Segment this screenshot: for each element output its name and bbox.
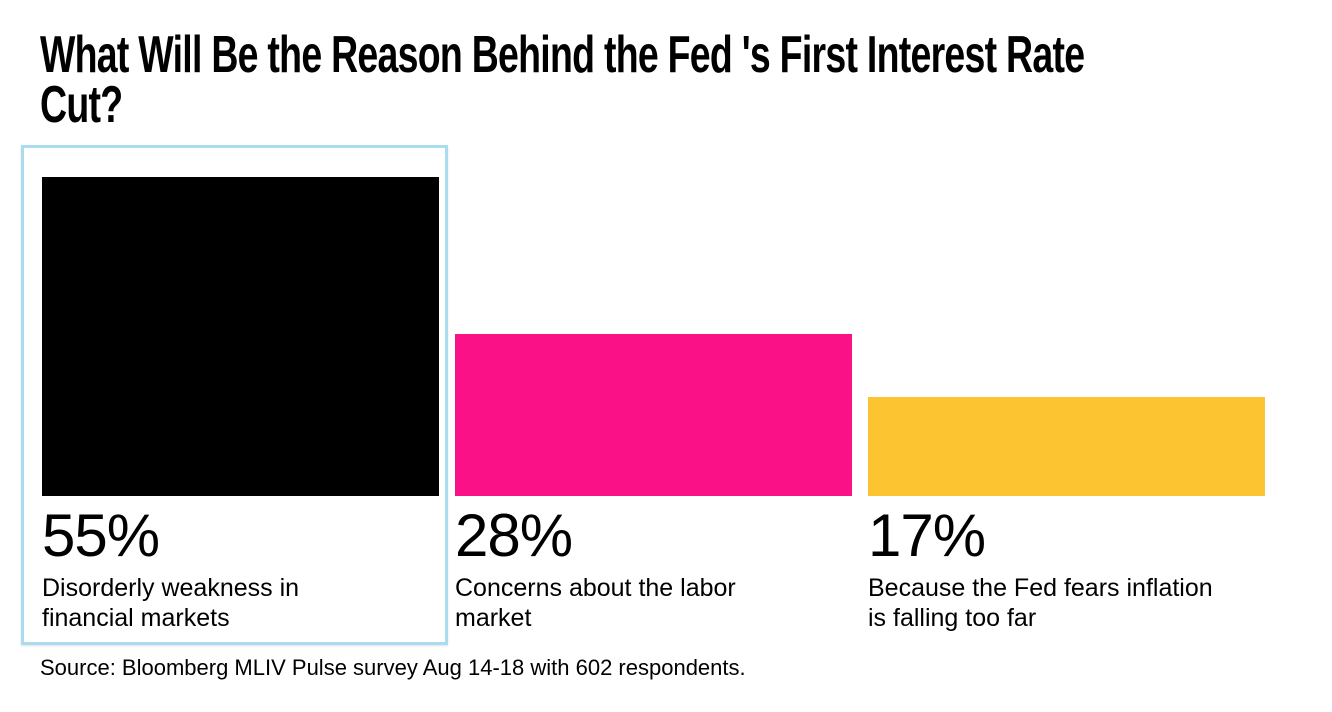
bar-group-inflation-falling: 17% Because the Fed fears inflation is f… bbox=[868, 177, 1265, 633]
category-label-line: financial markets bbox=[42, 604, 230, 632]
category-label-line: Because the Fed fears inflation bbox=[868, 574, 1213, 602]
category-label-line: is falling too far bbox=[868, 604, 1037, 632]
bar-disorderly-weakness bbox=[42, 177, 439, 496]
category-label-disorderly-weakness: Disorderly weakness in financial markets bbox=[42, 573, 439, 633]
chart-title-line-1: What Will Be the Reason Behind the Fed '… bbox=[40, 26, 1085, 84]
bar-area bbox=[455, 177, 852, 496]
value-label-disorderly-weakness: 55% bbox=[42, 502, 160, 569]
category-label-line: Concerns about the labor bbox=[455, 574, 736, 602]
bar-inflation-falling bbox=[868, 397, 1265, 496]
category-label-line: market bbox=[455, 604, 532, 632]
value-label-labor-market: 28% bbox=[455, 502, 573, 569]
bar-group-disorderly-weakness: 55% Disorderly weakness in financial mar… bbox=[42, 177, 439, 633]
chart-title-line-2: Cut? bbox=[40, 76, 123, 134]
chart-title: What Will Be the Reason Behind the Fed '… bbox=[40, 26, 1085, 134]
value-label-inflation-falling: 17% bbox=[868, 502, 986, 569]
category-label-labor-market: Concerns about the labor market bbox=[455, 573, 852, 633]
category-label-line: Disorderly weakness in bbox=[42, 574, 300, 602]
source-note: Source: Bloomberg MLIV Pulse survey Aug … bbox=[40, 655, 746, 680]
bar-area bbox=[868, 177, 1265, 496]
category-label-inflation-falling: Because the Fed fears inflation is falli… bbox=[868, 573, 1265, 633]
bar-labor-market bbox=[455, 334, 852, 496]
bar-group-labor-market: 28% Concerns about the labor market bbox=[455, 177, 852, 633]
bar-area bbox=[42, 177, 439, 496]
highlight-box-top-answer bbox=[21, 145, 448, 645]
